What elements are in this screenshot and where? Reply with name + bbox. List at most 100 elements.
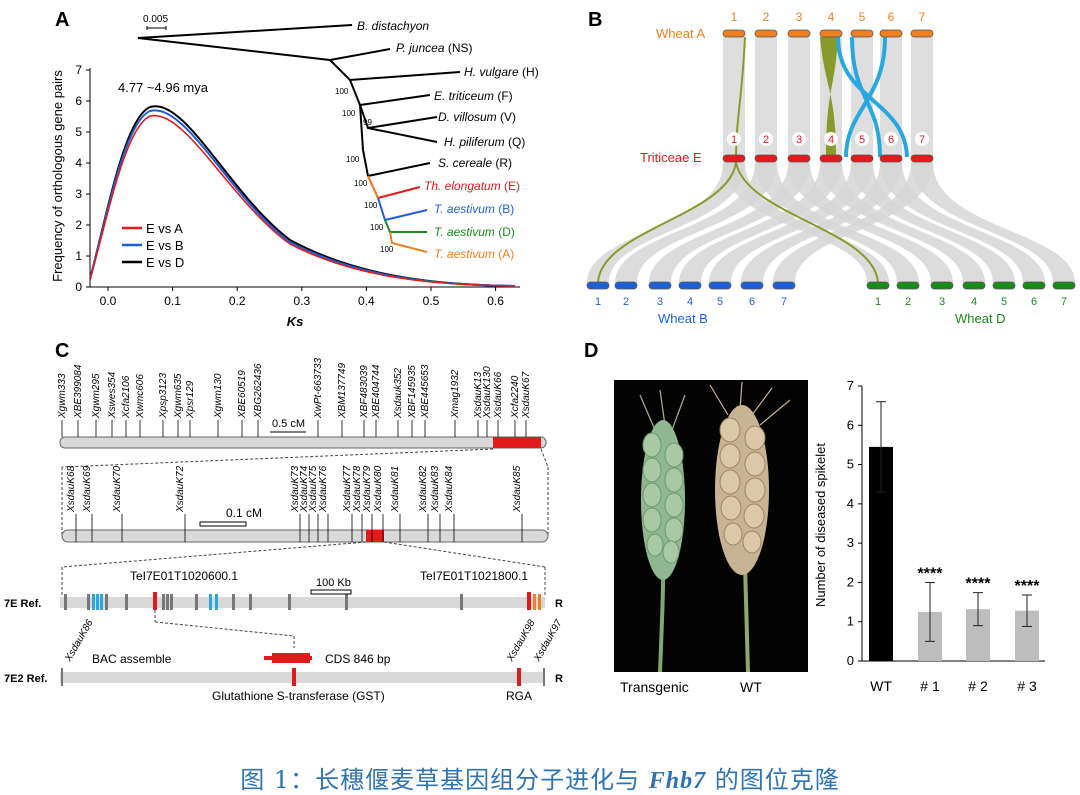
link-1e-1d [735, 161, 879, 284]
taxon-genome: (B) [495, 202, 514, 216]
chrom-d-6 [1022, 281, 1046, 290]
chr-row1-bar [59, 436, 547, 449]
taxon-label: T. aestivum (D) [434, 225, 515, 239]
a-x-label: Ks [287, 314, 304, 329]
synteny-band-e-b [773, 162, 933, 283]
chrom-b-label: 4 [687, 296, 693, 308]
taxon-species: T. aestivum [434, 225, 495, 239]
d-y-tick-label: 3 [847, 535, 854, 550]
taxon-genome: (H) [519, 65, 539, 79]
link-1e-1b [597, 161, 737, 284]
row1-marker-label: Xmag1932 [450, 369, 461, 419]
a-y-tick-label: 3 [75, 187, 82, 201]
panel-a-label: A [55, 9, 69, 31]
label-wheat-d: Wheat D [955, 311, 1006, 326]
row1-marker-label: XBG262436 [253, 363, 264, 419]
chrom-b-5 [708, 281, 732, 290]
synteny-band-a-e [788, 37, 810, 157]
taxon-genome: (V) [497, 110, 516, 124]
chrom-b-6 [740, 281, 764, 290]
panel-a: A 0.0 0.1 0.2 0.3 0.4 0.5 0.6 0 1 2 3 4 5 6 7 Frequenc… [50, 9, 539, 329]
row2-marker-label: XsdauK75 [308, 465, 319, 513]
taxon-label: E. triticeum (F) [434, 89, 513, 103]
chrom-d-label: 5 [1001, 296, 1007, 308]
chrom-e-1 [722, 154, 746, 163]
legend-e-vs-d: E vs D [146, 255, 184, 270]
chrom-d-7 [1052, 281, 1076, 290]
row2-marker-label: XsdauK77 [342, 465, 353, 513]
a-y-tick-label: 2 [75, 218, 82, 232]
row2-marker-label: XsdauK72 [175, 465, 186, 513]
chrom-d-label: 1 [875, 296, 881, 308]
gst-gene-mark [292, 668, 296, 686]
chrom-e-badge [792, 132, 806, 146]
row2-marker-label: XsdauK83 [430, 465, 441, 513]
ref7e2-label: 7E2 Ref. [4, 673, 47, 685]
panel-c-label: C [55, 340, 69, 362]
chrom-a-3 [787, 29, 811, 38]
taxon-species: T. aestivum [434, 202, 495, 216]
bootstrap-value: 100 [370, 223, 384, 232]
a-y-tick-label: 4 [75, 156, 82, 170]
panel-b-label: B [588, 9, 602, 31]
taxon-label: P. juncea (NS) [396, 41, 473, 55]
chrom-a-label: 2 [763, 10, 770, 24]
chrom-e-label: 5 [859, 134, 865, 146]
synteny-band-e-d [851, 162, 1015, 283]
chrom-d-label: 7 [1061, 296, 1067, 308]
chrom-e-3 [787, 154, 811, 163]
taxon-genome: (E) [501, 179, 520, 193]
chrom-e-badge [824, 132, 838, 146]
panel-b: B 1 1 1 1 2 2 2 2 3 3 3 3 4 4 4 4 5 5 5 5 6 6 6 6 7 7 7 7 Wheat A T… [586, 9, 1076, 326]
chrom-b-label: 2 [623, 296, 629, 308]
row1-marker-label: XBM137749 [337, 363, 348, 419]
row2-marker-label: XsdauK85 [512, 465, 523, 513]
photo-label-wt: WT [740, 679, 762, 695]
row2-marker-label: XsdauK84 [444, 465, 455, 513]
row1-marker-label: XwPt-663733 [313, 358, 324, 419]
ref7e-bar [60, 597, 545, 608]
chr-row2-bar [61, 529, 549, 543]
chrom-a-2 [754, 29, 778, 38]
a-y-tick-label: 0 [75, 280, 82, 294]
taxon-label: D. villosum (V) [438, 110, 516, 124]
row1-marker-label: XsdauK66 [493, 371, 504, 419]
a-y-tick-label: 5 [75, 125, 82, 139]
row1-marker-label: Xcfa2106 [121, 375, 132, 419]
synteny-band-e-d [788, 162, 953, 283]
synteny-band-e-b [709, 162, 873, 283]
significance-mark: **** [1015, 578, 1041, 595]
link-4a-4e [820, 37, 838, 157]
significance-mark: **** [918, 565, 944, 582]
bootstrap-value: 100 [335, 87, 349, 96]
row2-marker-label: XsdauK80 [373, 465, 384, 513]
row1-marker-label: Xgwm130 [213, 373, 224, 419]
ref7e-scale-label: 100 Kb [316, 577, 351, 589]
a-ticks: 0.0 0.1 0.2 0.3 0.4 0.5 0.6 0 1 2 3 4 5 6 7 [75, 63, 504, 308]
synteny-band-e-b [741, 162, 902, 283]
row1-marker-label: Xwmc606 [135, 374, 146, 419]
chrom-b-label: 5 [717, 296, 723, 308]
a-x-tick-label: 0.4 [358, 294, 375, 308]
d-y-tick-label: 4 [847, 496, 854, 511]
row1-scale-label: 0.5 cM [272, 418, 305, 430]
gst-label: Glutathione S-transferase (GST) [212, 689, 385, 703]
row2-marker-label: XsdauK68 [66, 465, 77, 513]
chrom-b-label: 6 [749, 296, 755, 308]
taxon-species: S. cereale [438, 156, 492, 170]
a-y-tick-label: 7 [75, 63, 82, 77]
bac-label: BAC assemble [92, 652, 172, 666]
d-bar-chart: 0 1 2 3 4 5 6 7 WT **** # 1 **** # 2 **** # 3 [847, 378, 1040, 694]
a-x-tick-label: 0.0 [100, 294, 117, 308]
bootstrap-value: 100 [364, 201, 378, 210]
legend-e-vs-b: E vs B [146, 238, 184, 253]
row2-marker-label: XsdauK69 [82, 465, 93, 513]
chrom-e-badge [727, 132, 741, 146]
chrom-e-6 [879, 154, 903, 163]
row2-markers: XsdauK68 XsdauK69 XsdauK70 XsdauK72 XsdauK73… [66, 465, 523, 542]
chrom-a-label: 7 [919, 10, 926, 24]
synteny-band-e-b [615, 162, 777, 283]
d-x-tick-label: # 1 [920, 678, 940, 694]
row2-marker-label: XsdauK74 [299, 465, 310, 513]
chrom-a-7 [910, 29, 934, 38]
